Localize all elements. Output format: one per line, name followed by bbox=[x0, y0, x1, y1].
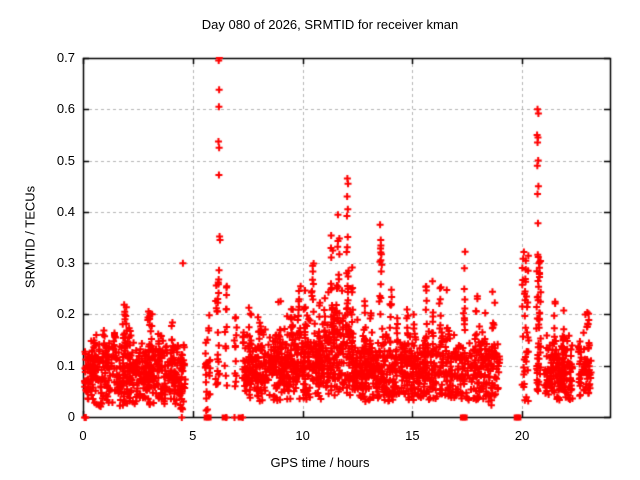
y-tick-label: 0.5 bbox=[56, 152, 75, 168]
y-tick-label: 0.3 bbox=[56, 255, 75, 271]
x-axis-label: GPS time / hours bbox=[270, 455, 370, 470]
x-tick-label: 0 bbox=[79, 428, 87, 443]
y-tick-label: 0.1 bbox=[56, 357, 75, 373]
y-tick-label: 0.2 bbox=[56, 306, 75, 322]
y-tick-label: 0 bbox=[67, 409, 75, 424]
x-tick-label: 10 bbox=[295, 428, 310, 443]
y-tick-label: 0.4 bbox=[56, 203, 75, 219]
x-tick-label: 20 bbox=[514, 428, 530, 443]
chart-title: Day 080 of 2026, SRMTID for receiver kma… bbox=[201, 17, 459, 32]
x-tick-label: 15 bbox=[405, 428, 420, 443]
y-tick-label: 0.7 bbox=[56, 50, 75, 65]
y-tick-label: 0.6 bbox=[56, 101, 75, 117]
y-axis-label: SRMTID / TECUs bbox=[22, 185, 38, 289]
x-tick-label: 5 bbox=[189, 428, 197, 443]
